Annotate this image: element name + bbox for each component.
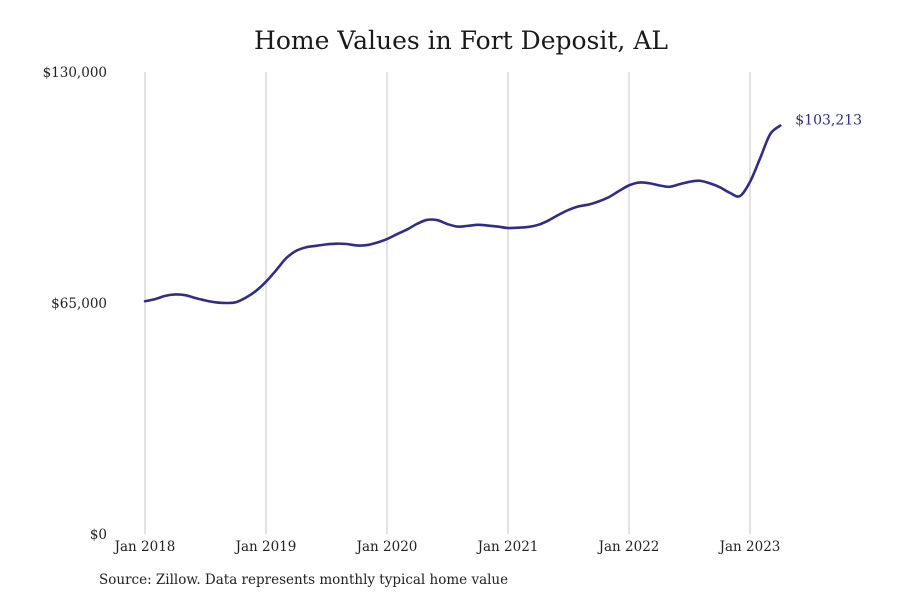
series-line-0 — [143, 124, 782, 305]
x-tick-label-2018-01: Jan 2018 — [113, 539, 176, 555]
series-layer — [143, 124, 782, 305]
x-tick-label-2023-01: Jan 2023 — [718, 539, 781, 555]
x-axis-tick-labels: Jan 2018 Jan 2019 Jan 2020 Jan 2021 Jan 2022… — [113, 539, 781, 555]
y-axis-tick-labels: $0 $65,000 $130,000 — [43, 65, 107, 543]
grid-lines — [144, 72, 751, 534]
y-tick-label-130000: $130,000 — [43, 65, 107, 81]
x-tick-label-2020-01: Jan 2020 — [355, 539, 418, 555]
x-tick-label-2021-01: Jan 2021 — [476, 539, 539, 555]
data-labels: $103,213 — [795, 113, 862, 129]
y-tick-label-0: $0 — [90, 527, 107, 543]
x-tick-label-2019-01: Jan 2019 — [234, 539, 297, 555]
y-tick-label-65000: $65,000 — [51, 296, 107, 312]
end-value-label: $103,213 — [795, 113, 862, 129]
source-note: Source: Zillow. Data represents monthly … — [99, 572, 509, 588]
chart-title: Home Values in Fort Deposit, AL — [254, 26, 668, 55]
x-tick-label-2022-01: Jan 2022 — [597, 539, 660, 555]
